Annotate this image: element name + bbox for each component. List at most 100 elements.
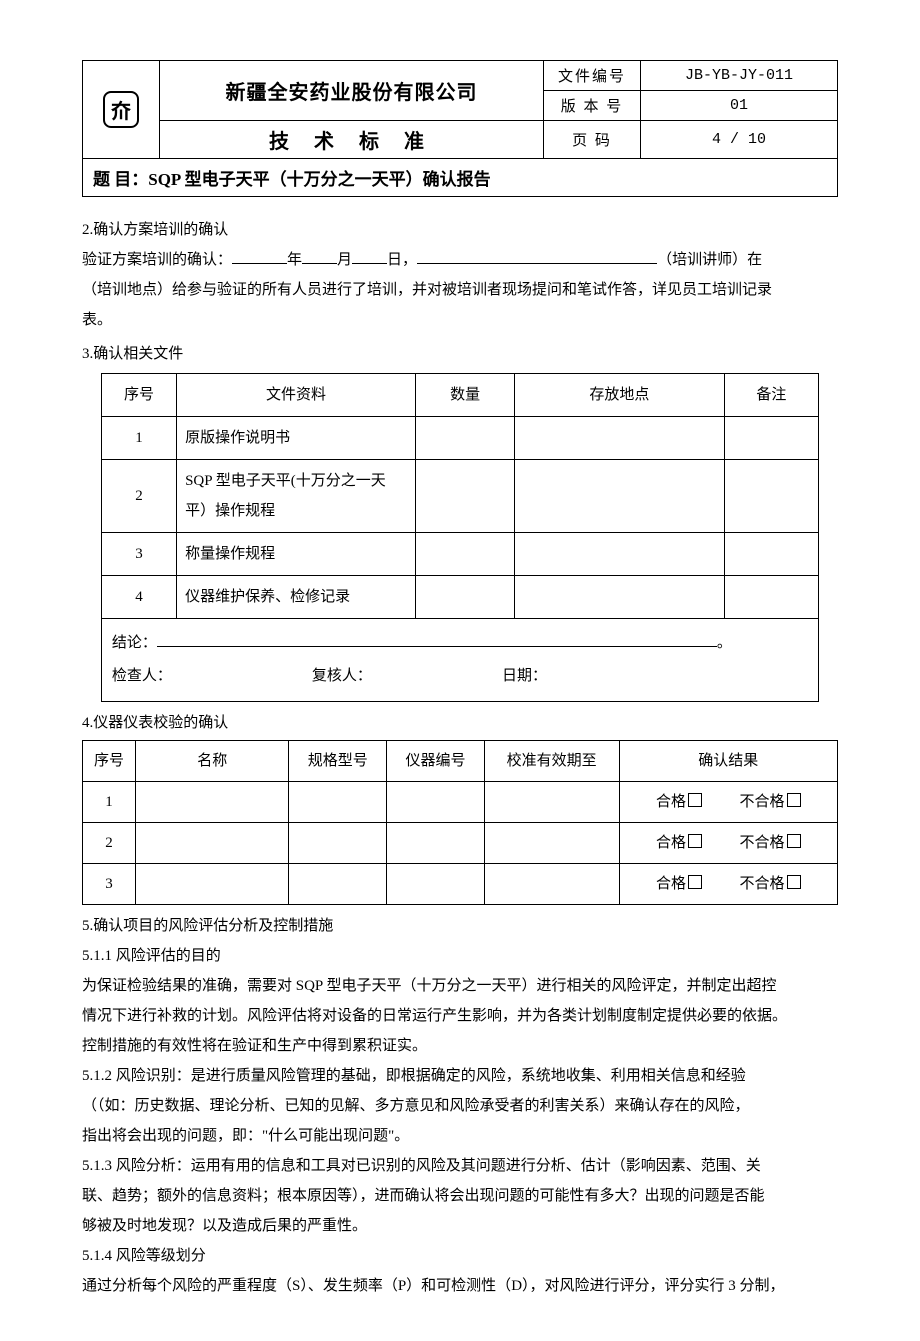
doc-no-label: 文件编号 — [544, 61, 641, 91]
logo-cell: 夼 — [83, 61, 160, 159]
label-year: 年 — [287, 252, 302, 268]
checkbox-icon — [787, 834, 801, 848]
page-label: 页 码 — [544, 121, 641, 159]
cell-model — [289, 823, 387, 864]
col-doc: 文件资料 — [177, 374, 416, 417]
cell-note — [724, 533, 818, 576]
document-title: 题 目：SQP 型电子天平（十万分之一天平）确认报告 — [83, 159, 838, 197]
sec2-line1: 验证方案培训的确认：年月日，（培训讲师）在 — [82, 245, 838, 275]
table-header-row: 序号 名称 规格型号 仪器编号 校准有效期至 确认结果 — [83, 741, 838, 782]
table-row: 2 合格 不合格 — [83, 823, 838, 864]
pass-label: 合格 — [656, 794, 686, 810]
col-model: 规格型号 — [289, 741, 387, 782]
cell-seq: 2 — [101, 460, 176, 533]
col-valid: 校准有效期至 — [484, 741, 619, 782]
checkbox-icon — [688, 793, 702, 807]
cell-result: 合格 不合格 — [619, 864, 837, 905]
sec3-heading: 3.确认相关文件 — [82, 339, 838, 369]
table-row: 1 合格 不合格 — [83, 782, 838, 823]
cell-doc: SQP 型电子天平(十万分之一天平）操作规程 — [177, 460, 416, 533]
cell-valid — [484, 782, 619, 823]
cell-note — [724, 417, 818, 460]
label-month: 月 — [337, 252, 352, 268]
sec514-p1: 通过分析每个风险的严重程度（S）、发生频率（P）和可检测性（D），对风险进行评分… — [82, 1271, 838, 1301]
cell-note — [724, 460, 818, 533]
blank-year — [232, 248, 287, 264]
blank-day — [352, 248, 387, 264]
pass-label: 合格 — [656, 835, 686, 851]
cell-loc — [515, 576, 725, 619]
title-label: 题 目： — [93, 170, 148, 189]
checkbox-icon — [787, 793, 801, 807]
cell-result: 合格 不合格 — [619, 823, 837, 864]
col-note: 备注 — [724, 374, 818, 417]
cell-doc: 称量操作规程 — [177, 533, 416, 576]
blank-month — [302, 248, 337, 264]
company-logo-icon: 夼 — [103, 91, 139, 128]
cell-name — [136, 782, 289, 823]
cell-note — [724, 576, 818, 619]
sec513-p2: 联、趋势；额外的信息资料；根本原因等），进而确认将会出现问题的可能性有多大？出现… — [82, 1181, 838, 1211]
sec514-heading: 5.1.4 风险等级划分 — [82, 1241, 838, 1271]
cell-result: 合格 不合格 — [619, 782, 837, 823]
version-label: 版 本 号 — [544, 91, 641, 121]
blank-conclusion — [157, 631, 717, 647]
table-row: 2 SQP 型电子天平(十万分之一天平）操作规程 — [101, 460, 818, 533]
conclusion-row: 结论：。 检查人：复核人：日期： — [101, 619, 818, 702]
cell-seq: 3 — [101, 533, 176, 576]
cell-qty — [416, 417, 515, 460]
doc-no-value: JB-YB-JY-011 — [641, 61, 838, 91]
cell-seq: 1 — [83, 782, 136, 823]
checker-label: 检查人： — [112, 668, 172, 684]
conclusion-label: 结论： — [112, 635, 157, 651]
cell-seq: 2 — [83, 823, 136, 864]
documents-table: 序号 文件资料 数量 存放地点 备注 1 原版操作说明书 2 SQP 型电子天平… — [101, 373, 819, 702]
cell-model — [289, 782, 387, 823]
cell-seq: 1 — [101, 417, 176, 460]
cell-doc: 仪器维护保养、检修记录 — [177, 576, 416, 619]
document-body: 2.确认方案培训的确认 验证方案培训的确认：年月日，（培训讲师）在 （培训地点）… — [82, 215, 838, 1301]
sec2-heading: 2.确认方案培训的确认 — [82, 215, 838, 245]
cell-qty — [416, 460, 515, 533]
table-row: 4 仪器维护保养、检修记录 — [101, 576, 818, 619]
blank-trainer — [417, 248, 657, 264]
table-row: 3 合格 不合格 — [83, 864, 838, 905]
col-seq: 序号 — [101, 374, 176, 417]
trainer-suffix: （培训讲师）在 — [657, 252, 762, 268]
cell-loc — [515, 460, 725, 533]
reviewer-label: 复核人： — [312, 668, 372, 684]
company-name: 新疆全安药业股份有限公司 — [160, 61, 544, 121]
cell-model — [289, 864, 387, 905]
sec512-p1: 5.1.2 风险识别：是进行质量风险管理的基础，即根据确定的风险，系统地收集、利… — [82, 1061, 838, 1091]
cell-instno — [387, 782, 485, 823]
table-row: 3 称量操作规程 — [101, 533, 818, 576]
version-value: 01 — [641, 91, 838, 121]
pass-label: 合格 — [656, 876, 686, 892]
cell-loc — [515, 533, 725, 576]
cell-seq: 3 — [83, 864, 136, 905]
sec513-p1: 5.1.3 风险分析：运用有用的信息和工具对已识别的风险及其问题进行分析、估计（… — [82, 1151, 838, 1181]
sec512-p3: 指出将会出现的问题，即："什么可能出现问题"。 — [82, 1121, 838, 1151]
col-seq: 序号 — [83, 741, 136, 782]
col-name: 名称 — [136, 741, 289, 782]
cell-doc: 原版操作说明书 — [177, 417, 416, 460]
col-instno: 仪器编号 — [387, 741, 485, 782]
date-label: 日期： — [502, 668, 547, 684]
sec513-p3: 够被及时地发现？以及造成后果的严重性。 — [82, 1211, 838, 1241]
cell-qty — [416, 576, 515, 619]
sec2-line3: 表。 — [82, 305, 838, 335]
col-qty: 数量 — [416, 374, 515, 417]
title-text: SQP 型电子天平（十万分之一天平）确认报告 — [148, 170, 490, 189]
sec2-prefix: 验证方案培训的确认： — [82, 252, 232, 268]
cell-instno — [387, 823, 485, 864]
cell-name — [136, 823, 289, 864]
tech-standard: 技 术 标 准 — [160, 121, 544, 159]
cell-valid — [484, 864, 619, 905]
col-loc: 存放地点 — [515, 374, 725, 417]
sec4-heading: 4.仪器仪表校验的确认 — [82, 708, 838, 738]
cell-instno — [387, 864, 485, 905]
sec511-heading: 5.1.1 风险评估的目的 — [82, 941, 838, 971]
checkbox-icon — [688, 834, 702, 848]
fail-label: 不合格 — [740, 876, 785, 892]
cell-loc — [515, 417, 725, 460]
